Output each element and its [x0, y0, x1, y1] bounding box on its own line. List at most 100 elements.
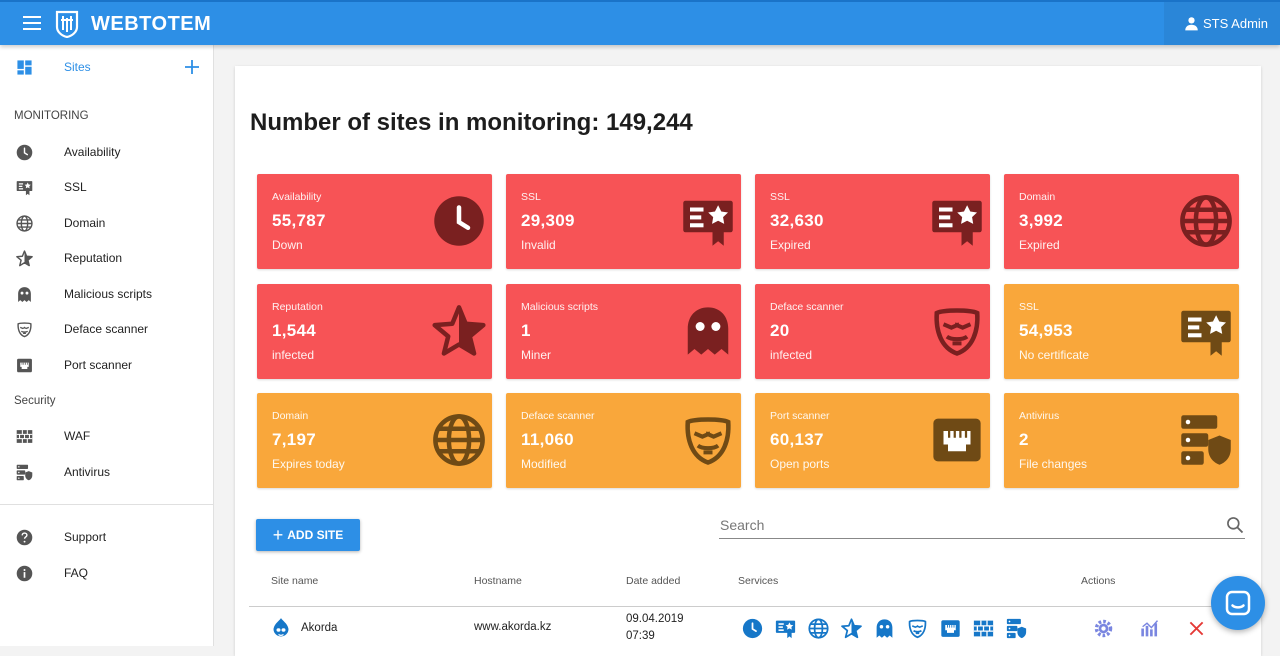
main-panel: Number of sites in monitoring: 149,244 A… [235, 66, 1261, 656]
column-header-services: Services [738, 575, 779, 587]
drupal-icon [273, 618, 289, 637]
certificate-icon [930, 194, 984, 248]
sidebar-item-label: Malicious scripts [64, 287, 153, 301]
tile-label: Domain [272, 410, 309, 422]
sidebar-item-ssl[interactable]: SSL [0, 171, 213, 203]
search-input[interactable] [719, 511, 1245, 539]
tile-value: 1,544 [272, 321, 317, 340]
tile-sublabel: No certificate [1019, 348, 1090, 362]
menu-icon[interactable] [23, 16, 41, 30]
sidebar-item-domain[interactable]: Domain [0, 207, 213, 239]
tile-label: Port scanner [770, 410, 830, 422]
tile-domain-expired[interactable]: Domain 3,992 Expired [1004, 174, 1239, 269]
sidebar-item-label: WAF [64, 429, 91, 443]
tile-ssl-invalid[interactable]: SSL 29,309 Invalid [506, 174, 741, 269]
ghost-icon[interactable] [874, 618, 895, 639]
sidebar-item-malicious-scripts[interactable]: Malicious scripts [0, 278, 213, 310]
mask-icon[interactable] [907, 618, 928, 639]
clock-icon [432, 194, 486, 248]
security-heading: Security [14, 395, 56, 407]
dashboard-icon [16, 59, 33, 76]
sidebar-item-waf[interactable]: WAF [0, 420, 213, 452]
tile-value: 20 [770, 321, 790, 340]
tile-value: 7,197 [272, 430, 317, 449]
user-menu[interactable]: STS Admin [1164, 2, 1280, 45]
tile-label: Malicious scripts [521, 301, 599, 313]
tile-label: Domain [1019, 191, 1056, 203]
tile-label: Antivirus [1019, 410, 1060, 422]
tile-sublabel: Expired [1019, 238, 1060, 252]
chat-widget-button[interactable] [1211, 576, 1265, 630]
tile-availability-down[interactable]: Availability 55,787 Down [257, 174, 492, 269]
chart-icon[interactable] [1140, 618, 1161, 639]
user-name: STS Admin [1203, 16, 1269, 31]
tile-deface-scanner-infected[interactable]: Deface scanner 20 infected [755, 284, 990, 379]
table-header-divider [249, 606, 1245, 607]
sidebar-item-support[interactable]: Support [0, 521, 213, 553]
top-app-bar: WEBTOTEM STS Admin [0, 0, 1280, 45]
certificate-icon [1179, 304, 1233, 358]
sidebar-item-label: Availability [64, 145, 121, 159]
site-name-link[interactable]: Akorda [301, 622, 338, 634]
sidebar-item-label: SSL [64, 180, 87, 194]
date-cell: 09.04.2019 [626, 613, 684, 625]
search-icon[interactable] [1225, 515, 1245, 535]
server-shield-icon[interactable] [1006, 618, 1027, 639]
tile-antivirus-file-changes[interactable]: Antivirus 2 File changes [1004, 393, 1239, 488]
tile-sublabel: Open ports [770, 457, 830, 471]
page-title: Number of sites in monitoring: 149,244 [250, 109, 693, 136]
add-site-button[interactable]: + ADD SITE [256, 519, 360, 551]
user-icon [1185, 17, 1198, 31]
sidebar-item-faq[interactable]: FAQ [0, 557, 213, 589]
add-site-plus-icon[interactable] [184, 59, 200, 75]
tile-deface-scanner-modified[interactable]: Deface scanner 11,060 Modified [506, 393, 741, 488]
globe-icon[interactable] [808, 618, 829, 639]
sidebar-item-sites[interactable]: Sites [0, 51, 213, 83]
info-icon [16, 565, 33, 582]
server-shield-icon [1179, 413, 1233, 467]
tile-sublabel: Modified [521, 457, 567, 471]
hostname-cell: www.akorda.kz [474, 621, 552, 633]
tile-ssl-expired[interactable]: SSL 32,630 Expired [755, 174, 990, 269]
mask-icon [681, 413, 735, 467]
ethernet-port-icon [16, 357, 33, 374]
tile-label: Availability [272, 191, 322, 203]
column-header-hostname[interactable]: Hostname [474, 575, 522, 587]
mask-icon [930, 304, 984, 358]
certificate-icon [16, 179, 33, 196]
star-icon [432, 304, 486, 358]
star-icon[interactable] [841, 618, 862, 639]
tile-value: 54,953 [1019, 321, 1073, 340]
tile-label: Deface scanner [521, 410, 595, 422]
tile-value: 3,992 [1019, 211, 1064, 230]
settings-icon[interactable] [1093, 618, 1114, 639]
firewall-icon[interactable] [973, 618, 994, 639]
star-icon [16, 250, 33, 267]
sidebar-item-availability[interactable]: Availability [0, 136, 213, 168]
sidebar-item-port-scanner[interactable]: Port scanner [0, 349, 213, 381]
tile-label: SSL [1019, 301, 1039, 313]
globe-icon [432, 413, 486, 467]
delete-icon[interactable] [1186, 618, 1207, 639]
tile-domain-expires-today[interactable]: Domain 7,197 Expires today [257, 393, 492, 488]
tile-reputation-infected[interactable]: Reputation 1,544 infected [257, 284, 492, 379]
clock-icon[interactable] [742, 618, 763, 639]
tile-sublabel: Invalid [521, 238, 556, 252]
tile-malicious-scripts-miner[interactable]: Malicious scripts 1 Miner [506, 284, 741, 379]
sidebar-item-antivirus[interactable]: Antivirus [0, 456, 213, 488]
chat-icon [1225, 590, 1251, 616]
sidebar-item-label: Deface scanner [64, 322, 149, 336]
certificate-icon[interactable] [775, 618, 796, 639]
tile-port-scanner-open-ports[interactable]: Port scanner 60,137 Open ports [755, 393, 990, 488]
tile-value: 1 [521, 321, 531, 340]
tile-ssl-no-certificate[interactable]: SSL 54,953 No certificate [1004, 284, 1239, 379]
column-header-site-name[interactable]: Site name [271, 575, 319, 587]
tile-label: SSL [521, 191, 541, 203]
ethernet-port-icon[interactable] [940, 618, 961, 639]
monitoring-heading: MONITORING [14, 110, 89, 122]
column-header-date-added[interactable]: Date added [626, 575, 681, 587]
sidebar-item-deface-scanner[interactable]: Deface scanner [0, 313, 213, 345]
sidebar-item-reputation[interactable]: Reputation [0, 242, 213, 274]
sidebar-item-label: Support [64, 530, 107, 544]
clock-icon [16, 144, 33, 161]
